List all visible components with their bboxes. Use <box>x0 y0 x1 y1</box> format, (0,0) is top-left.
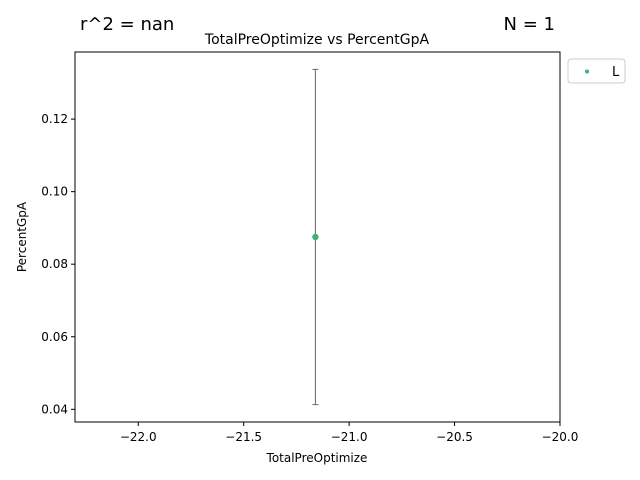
y-axis-label: PercentGpA <box>15 201 29 272</box>
y-tick-label: 0.12 <box>41 112 68 126</box>
n-count-annotation: N = 1 <box>504 14 555 35</box>
legend-label: L <box>612 65 620 80</box>
x-tick-label: −21.0 <box>331 430 368 444</box>
legend-box <box>567 58 626 84</box>
y-tick-label: 0.10 <box>41 185 68 199</box>
x-tick-label: −22.0 <box>120 430 157 444</box>
y-tick-label: 0.08 <box>41 257 68 271</box>
chart-title: TotalPreOptimize vs PercentGpA <box>204 32 430 48</box>
y-axis: 0.04 0.06 0.08 0.10 0.12 <box>41 112 75 416</box>
y-tick-label: 0.06 <box>41 330 68 344</box>
r-squared-annotation: r^2 = nan <box>80 14 174 35</box>
data-point <box>312 233 319 241</box>
x-tick-label: −20.5 <box>436 430 473 444</box>
legend-marker <box>585 69 589 74</box>
x-tick-label: −21.5 <box>225 430 262 444</box>
x-axis: −22.0 −21.5 −21.0 −20.5 −20.0 <box>120 422 579 444</box>
y-tick-label: 0.04 <box>41 402 68 416</box>
legend: L <box>567 58 626 84</box>
data-marks <box>312 68 319 406</box>
x-tick-label: −20.0 <box>542 430 579 444</box>
x-axis-label: TotalPreOptimize <box>266 451 368 465</box>
